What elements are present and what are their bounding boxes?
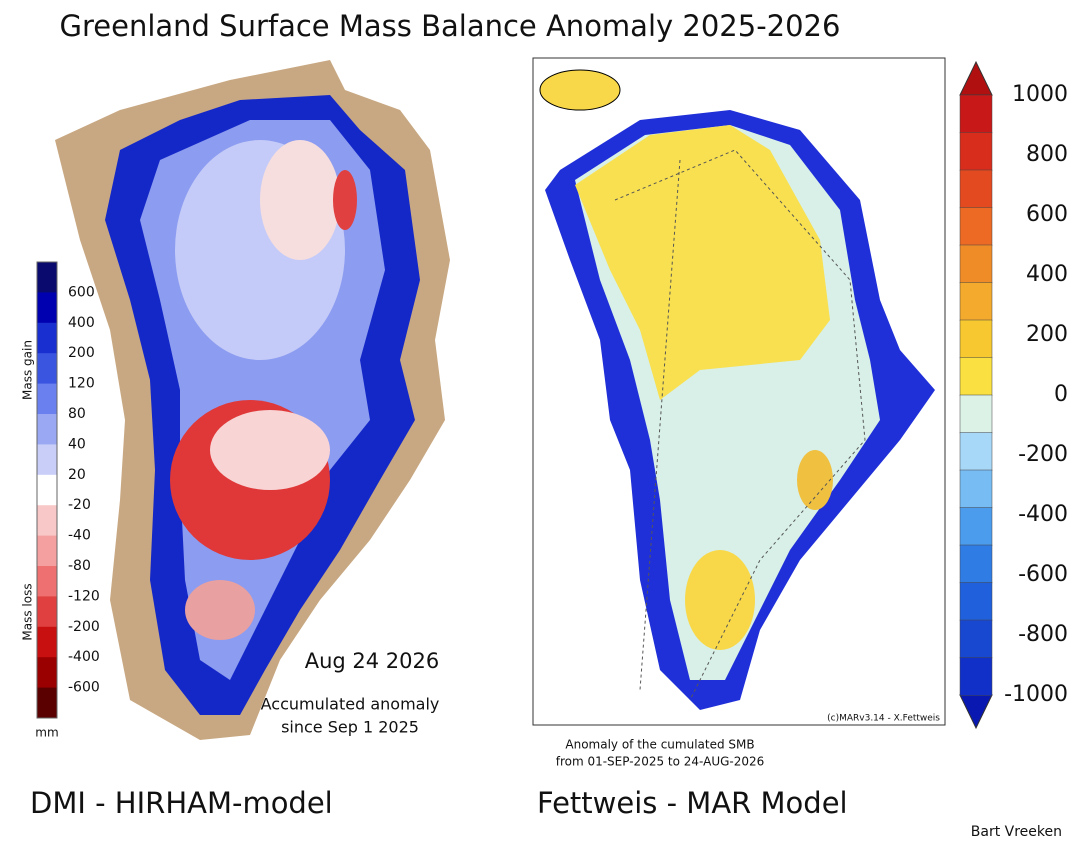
colorbar-bin: [959, 657, 993, 696]
colorbar-bin: [37, 505, 57, 537]
colorbar-label: -80: [68, 558, 91, 574]
colorbar-bin: [37, 657, 57, 689]
colorbar-label: 80: [68, 406, 86, 422]
colorbar-label: 600: [68, 284, 95, 300]
colorbar-bin: [959, 469, 993, 509]
colorbar-bin: [959, 207, 993, 246]
basin-lines: [614, 149, 866, 701]
colorbar-label: -200: [1018, 442, 1068, 467]
loss-label: Mass loss: [21, 583, 35, 640]
colorbar-bin: [959, 507, 993, 546]
colorbar-label: -1000: [1004, 682, 1068, 707]
loss-east: [333, 170, 357, 230]
colorbar-label: -400: [68, 649, 100, 665]
colorbar-label: 200: [68, 345, 95, 361]
colorbar-label: 800: [1026, 142, 1068, 167]
colorbar-bin: [37, 566, 57, 597]
colorbar-bin: [37, 596, 57, 628]
unit: mm: [35, 726, 58, 740]
colorbar: 1000 800 600 400 200 0 -200 -400 -600 -800 -1000: [959, 60, 1068, 730]
title: Greenland Surface Mass Balance Anomaly 2…: [60, 9, 841, 43]
colorbar-bin: [37, 262, 57, 293]
colorbar-label: 0: [1054, 382, 1068, 407]
colorbar-bin: [959, 132, 993, 171]
gain-south: [685, 550, 755, 650]
annotation: Anomaly of the cumulated SMB: [565, 738, 754, 752]
colorbar-arrow: [959, 694, 993, 730]
colorbar-bin: [37, 322, 57, 354]
annotation: from 01-SEP-2025 to 24-AUG-2026: [556, 755, 765, 769]
colorbar-bin: [37, 687, 57, 719]
colorbar-bin: [959, 544, 993, 584]
colorbar-bin: [959, 394, 993, 434]
author: Bart Vreeken: [971, 824, 1062, 840]
colorbar-label: 40: [68, 436, 86, 452]
colorbar-bin: [37, 383, 57, 415]
caption: DMI - HIRHAM-model: [30, 786, 333, 820]
colorbar-bin: [37, 474, 57, 506]
gain-east: [797, 450, 833, 510]
colorbar-label: 120: [68, 376, 95, 392]
colorbar-label: -600: [68, 680, 100, 696]
colorbar-frame: [36, 261, 58, 719]
colorbar-label: 400: [1026, 262, 1068, 287]
colorbar-label: -120: [68, 588, 100, 604]
loss-south: [185, 580, 255, 640]
colorbar-label: -800: [1018, 622, 1068, 647]
colorbar-label: 200: [1026, 322, 1068, 347]
colorbar-label: 1000: [1012, 82, 1068, 107]
colorbar-bin: [37, 292, 57, 324]
canada-patch: [539, 69, 621, 111]
colorbar-bin: [37, 535, 57, 567]
colorbar-bin: [959, 582, 993, 621]
colorbar-bin: [959, 619, 993, 659]
colorbar-bin: [959, 357, 993, 396]
colorbar-bin: [959, 319, 993, 359]
colorbar-bin: [37, 626, 57, 658]
colorbar-bin: [959, 94, 993, 134]
dmi-map: 600 400 200 120 80 40 20 -20 -40 -80 -120 -200 -400 -…: [10, 55, 500, 750]
colorbar-label: 20: [68, 467, 86, 483]
colorbar-bin: [959, 244, 993, 284]
gain-label: Mass gain: [21, 340, 35, 400]
mar-map: (c)MARv3.14 - X.Fettweis 1000 800 600 400 20…: [532, 57, 1068, 769]
colorbar-bin: [959, 169, 993, 209]
colorbar-label: -200: [68, 619, 100, 635]
colorbar-label: 400: [68, 315, 95, 331]
colorbar-arrow: [959, 60, 993, 96]
colorbar-label: -40: [68, 528, 91, 544]
colorbar-bin: [37, 444, 57, 476]
date: Aug 24 2026: [305, 649, 440, 673]
loss-light: [210, 410, 330, 490]
credit: (c)MARv3.14 - X.Fettweis: [827, 714, 940, 724]
colorbar-bin: [959, 282, 993, 321]
colorbar-bin: [37, 353, 57, 385]
colorbar-label: 600: [1026, 202, 1068, 227]
annotation: Accumulated anomaly: [261, 695, 440, 714]
colorbar-label: -20: [68, 497, 91, 513]
colorbar-label: -600: [1018, 562, 1068, 587]
caption: Fettweis - MAR Model: [537, 786, 848, 820]
interior-white: [260, 140, 340, 260]
colorbar-bin: [37, 414, 57, 445]
gain-area: [575, 125, 830, 400]
colorbar: 600 400 200 120 80 40 20 -20 -40 -80 -120 -200 -400 -…: [36, 261, 100, 719]
colorbar-label: -400: [1018, 502, 1068, 527]
colorbar-bin: [959, 432, 993, 471]
annotation: since Sep 1 2025: [281, 718, 419, 737]
